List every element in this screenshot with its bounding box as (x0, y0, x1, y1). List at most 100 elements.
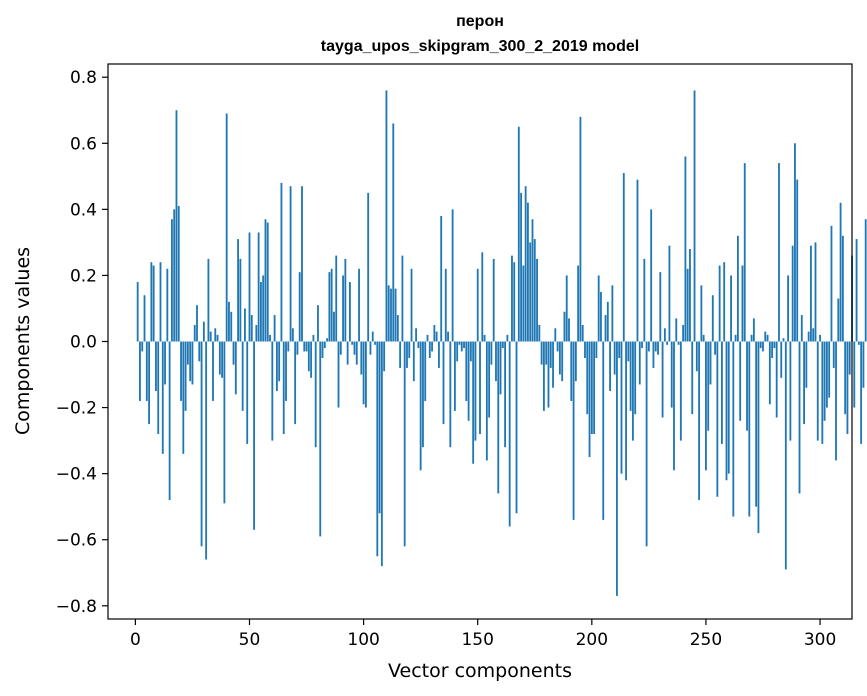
bar (511, 255, 513, 342)
bar (444, 268, 447, 342)
bar (604, 315, 607, 342)
bar (529, 242, 532, 342)
bar (342, 275, 344, 342)
bar (303, 341, 306, 352)
bar (453, 341, 456, 411)
chart-title: перон (456, 13, 504, 30)
bar (460, 341, 463, 352)
bar (155, 341, 157, 392)
bar (597, 275, 600, 342)
bar (803, 341, 805, 425)
bar (239, 258, 242, 342)
bar (333, 311, 335, 342)
bar (369, 341, 372, 355)
bar (485, 341, 488, 461)
bar (743, 163, 746, 342)
bar (248, 232, 251, 342)
bar (264, 219, 267, 342)
bar (376, 341, 379, 557)
x-axis-label: Vector components (388, 660, 572, 682)
bar (198, 341, 201, 362)
bar (504, 341, 507, 448)
y-tick-label: −0.6 (56, 531, 97, 551)
bar (531, 219, 534, 342)
y-tick-label: −0.2 (56, 399, 97, 419)
bar (278, 341, 281, 382)
bar (545, 341, 548, 365)
bar (538, 324, 541, 342)
bar (684, 156, 687, 342)
bar (314, 341, 317, 448)
bar (812, 328, 815, 342)
bar (746, 341, 748, 431)
bar (853, 341, 856, 408)
bar (205, 341, 208, 560)
bar (709, 341, 712, 385)
bar (173, 209, 176, 342)
bar (463, 341, 465, 349)
bar (581, 324, 584, 342)
bar (191, 341, 194, 385)
bar (689, 249, 691, 342)
bar (659, 272, 662, 342)
bar (175, 110, 178, 342)
bar (652, 341, 655, 368)
bar (447, 331, 449, 342)
bar (718, 265, 721, 342)
y-tick-label: 0.0 (70, 333, 97, 353)
bar (748, 341, 751, 517)
bar (814, 242, 817, 342)
bar (410, 268, 413, 342)
bar (702, 334, 705, 342)
bar (499, 341, 502, 395)
bar (821, 341, 824, 444)
bar (716, 341, 719, 497)
bar (159, 262, 162, 342)
bar (189, 341, 192, 382)
y-tick-label: −0.4 (56, 465, 97, 485)
bar (574, 341, 577, 382)
bar (533, 239, 536, 342)
bar (458, 341, 461, 345)
bar (705, 341, 707, 471)
bar (364, 341, 367, 408)
bar (759, 341, 762, 349)
bar (670, 341, 673, 408)
bar (449, 341, 452, 448)
bar (590, 341, 593, 434)
chart-subtitle: tayga_upos_skipgram_300_2_2019 model (321, 38, 639, 55)
bar (771, 341, 774, 359)
bar (212, 341, 214, 401)
bar (807, 331, 810, 342)
bar (736, 235, 739, 342)
bar (196, 305, 198, 342)
bar (186, 341, 189, 365)
bar (556, 341, 559, 352)
bar (846, 341, 849, 434)
bar (209, 331, 212, 342)
bar (298, 272, 301, 342)
bar (451, 209, 454, 342)
bar (266, 222, 269, 342)
bar (282, 341, 285, 434)
bar (479, 341, 481, 434)
bar (406, 341, 408, 368)
bar (764, 331, 767, 342)
bar (682, 324, 685, 342)
bar (433, 324, 436, 342)
bar (857, 341, 860, 345)
bar (250, 315, 253, 342)
bar (344, 258, 347, 342)
bar (193, 324, 196, 342)
bar (287, 341, 290, 352)
bar (335, 255, 338, 342)
bar (595, 341, 598, 359)
y-axis: −0.8 −0.6 −0.4 −0.2 0.0 0.2 0.4 0.6 0.8 (56, 68, 108, 617)
bar (524, 186, 527, 342)
bar (782, 338, 785, 342)
bar (663, 328, 666, 342)
bar (166, 268, 169, 342)
bar (225, 113, 228, 342)
bar (611, 285, 614, 342)
bar (170, 219, 173, 342)
